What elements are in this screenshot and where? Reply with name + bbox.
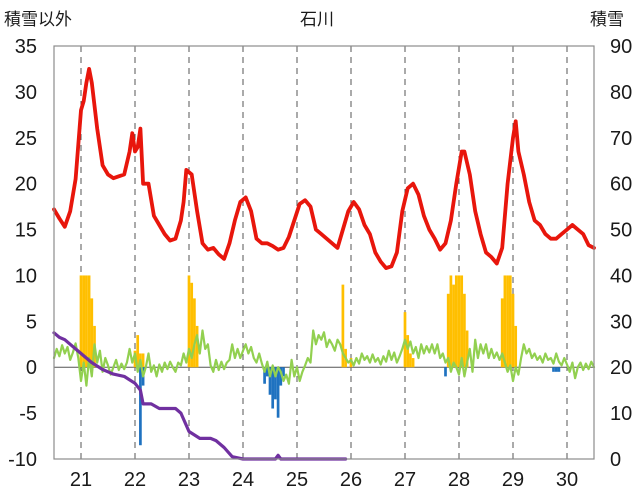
bar-positive xyxy=(465,330,469,368)
bar-positive xyxy=(411,358,415,368)
bar-positive xyxy=(341,284,345,368)
bar-negative xyxy=(274,367,277,400)
y-left-tick-label: 25 xyxy=(15,128,37,150)
bar-positive xyxy=(136,335,140,368)
x-tick-label: 30 xyxy=(556,469,578,491)
x-tick-label: 26 xyxy=(340,469,362,491)
y-axis-right-label: 積雪 xyxy=(590,10,624,29)
y-left-tick-label: 20 xyxy=(15,174,37,196)
bar-negative xyxy=(263,367,266,384)
gridlines xyxy=(54,46,594,459)
y-right-tick-label: 60 xyxy=(610,174,632,196)
y-left-tick-label: 35 xyxy=(15,36,37,58)
bar-positive xyxy=(190,282,194,368)
bar-positive xyxy=(500,298,504,368)
y-right-tick-label: 40 xyxy=(610,265,632,287)
bar-negative xyxy=(282,367,285,377)
bar-negative xyxy=(265,367,269,377)
x-tick-label: 23 xyxy=(178,469,200,491)
y-right-tick-label: 10 xyxy=(610,403,632,425)
y-left-tick-label: 0 xyxy=(26,357,37,379)
y-right-tick-label: 50 xyxy=(610,220,632,242)
bar-positive xyxy=(193,298,196,368)
x-tick-label: 27 xyxy=(394,469,416,491)
bar-positive xyxy=(85,275,88,368)
y-right-tick-label: 90 xyxy=(610,36,632,58)
series-line-green xyxy=(52,329,596,387)
bar-positive xyxy=(506,275,509,368)
bar-positive xyxy=(511,293,515,368)
x-tick-label: 29 xyxy=(502,469,524,491)
bar-negative xyxy=(268,367,272,395)
x-tick-label: 21 xyxy=(70,469,92,491)
bar-positive xyxy=(406,335,410,368)
bar-positive xyxy=(460,275,464,368)
bar-negative xyxy=(271,367,275,409)
bar-positive xyxy=(463,293,466,368)
plot-area-frame xyxy=(53,45,595,460)
bar-negative xyxy=(554,367,558,372)
x-tick-label: 24 xyxy=(232,469,254,491)
y-left-tick-label: 5 xyxy=(26,311,37,333)
bar-negative xyxy=(444,367,447,377)
x-tick-label: 22 xyxy=(124,469,146,491)
y-right-tick-label: 30 xyxy=(610,311,632,333)
y-left-tick-label: 10 xyxy=(15,265,37,287)
bar-positive xyxy=(82,275,86,368)
y-left-tick-label: 15 xyxy=(15,220,37,242)
bar-positive xyxy=(409,353,412,368)
y-left-tick-label: 30 xyxy=(15,82,37,104)
bar-negative xyxy=(557,367,561,372)
series-line-red xyxy=(52,67,596,270)
y-right-tick-label: 0 xyxy=(610,449,621,471)
bar-positive xyxy=(508,275,512,368)
bar-positive xyxy=(90,298,94,368)
chart-title: 石川 xyxy=(300,10,334,29)
bar-positive xyxy=(141,353,145,368)
bar-negative xyxy=(276,367,280,418)
precipitation-bars xyxy=(79,275,561,446)
bar-positive xyxy=(446,293,450,368)
tick-labels: 35302520151050-5-10908070605040302010021… xyxy=(8,36,632,491)
y-left-tick-label: -10 xyxy=(8,449,37,471)
bar-negative xyxy=(139,367,142,446)
y-right-tick-label: 70 xyxy=(610,128,632,150)
bar-positive xyxy=(454,275,458,368)
y-left-tick-label: -5 xyxy=(19,403,37,425)
y-right-tick-label: 20 xyxy=(610,357,632,379)
bar-positive xyxy=(449,275,453,368)
x-tick-label: 25 xyxy=(286,469,308,491)
bar-negative xyxy=(552,367,555,372)
bar-negative xyxy=(279,367,283,386)
bar-positive xyxy=(349,358,353,368)
y-right-tick-label: 80 xyxy=(610,82,632,104)
bar-positive xyxy=(514,325,518,368)
bar-positive xyxy=(79,275,83,368)
bar-positive xyxy=(87,275,91,368)
bar-positive xyxy=(195,325,199,368)
bar-positive xyxy=(457,275,461,368)
bar-positive xyxy=(187,275,191,368)
y-axis-left-label: 積雪以外 xyxy=(4,10,72,29)
bar-positive xyxy=(452,284,455,368)
x-tick-label: 28 xyxy=(448,469,470,491)
bar-positive xyxy=(503,275,507,368)
